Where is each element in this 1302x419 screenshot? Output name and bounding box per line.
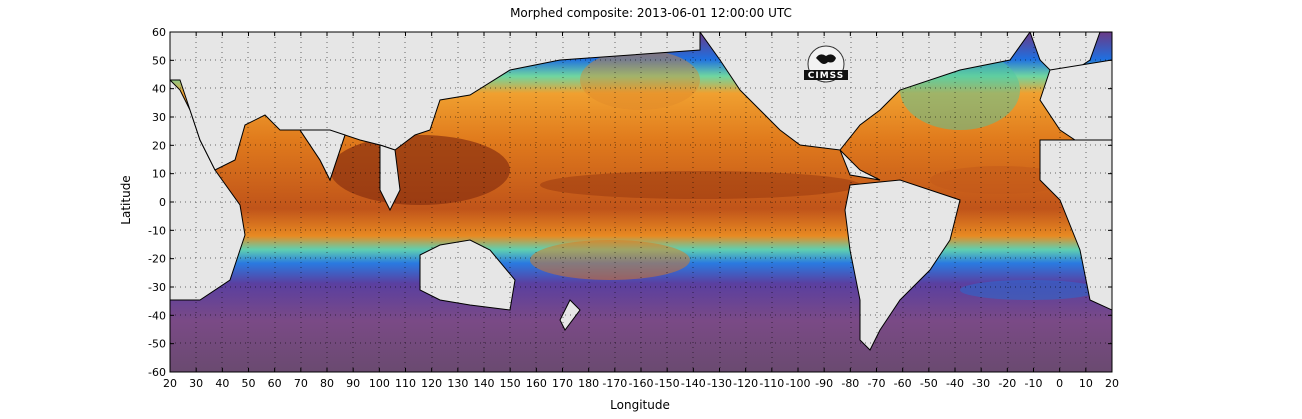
- plot-area: [170, 32, 1112, 372]
- y-tick-label: 0: [159, 196, 166, 209]
- x-tick-label: 70: [294, 377, 308, 390]
- x-tick-label: 150: [500, 377, 521, 390]
- y-tick-label: -10: [148, 224, 166, 237]
- x-tick-label: -60: [894, 377, 912, 390]
- y-tick-label: 50: [152, 54, 166, 67]
- north-america: [699, 32, 1031, 151]
- x-tick-label: 60: [268, 377, 282, 390]
- southeast-asia: [379, 144, 401, 212]
- australia: [419, 239, 516, 311]
- x-tick-label: -110: [759, 377, 784, 390]
- south-pacific-band: [530, 240, 690, 280]
- y-tick-label: 30: [152, 111, 166, 124]
- gridlines: [170, 32, 1112, 372]
- y-tick-label: 10: [152, 168, 166, 181]
- africa: [170, 32, 246, 301]
- x-tick-label: -20: [998, 377, 1016, 390]
- y-tick-label: -50: [148, 338, 166, 351]
- x-tick-label: -170: [602, 377, 627, 390]
- y-tick-marks: [170, 31, 1112, 373]
- x-tick-label: 20: [1105, 377, 1119, 390]
- x-tick-label: 130: [447, 377, 468, 390]
- x-tick-label: 100: [369, 377, 390, 390]
- north-pacific-plume: [580, 50, 700, 110]
- map-title: Morphed composite: 2013-06-01 12:00:00 U…: [510, 6, 792, 20]
- x-tick-label: -130: [707, 377, 732, 390]
- x-tick-label: -150: [655, 377, 680, 390]
- x-tick-label: -30: [972, 377, 990, 390]
- x-tick-label: -90: [815, 377, 833, 390]
- warm-pool-moisture: [330, 135, 510, 205]
- y-tick-label: -20: [148, 253, 166, 266]
- x-tick-label: 20: [163, 377, 177, 390]
- x-tick-label: -160: [629, 377, 654, 390]
- x-tick-label: -50: [920, 377, 938, 390]
- y-tick-labels: 60 50 40 30 20 10 0 -10 -20 -30 -40 -50 -60: [148, 26, 166, 379]
- x-tick-label: 30: [189, 377, 203, 390]
- x-tick-label: -40: [946, 377, 964, 390]
- itcz-moisture: [540, 171, 860, 199]
- x-tick-label: -80: [841, 377, 859, 390]
- y-tick-label: -40: [148, 309, 166, 322]
- x-tick-label: 110: [395, 377, 416, 390]
- x-tick-label: -140: [681, 377, 706, 390]
- x-tick-marks: [169, 32, 1113, 372]
- y-axis-label: Latitude: [119, 175, 133, 225]
- logo-text: CIMSS: [808, 71, 844, 81]
- x-tick-label: 160: [526, 377, 547, 390]
- y-tick-label: -60: [148, 366, 166, 379]
- y-tick-label: 60: [152, 26, 166, 39]
- x-tick-label: 40: [215, 377, 229, 390]
- x-axis-label: Longitude: [610, 398, 670, 412]
- x-tick-label: -120: [733, 377, 758, 390]
- west-africa: [1039, 139, 1112, 311]
- south-ocean-blue: [960, 280, 1100, 300]
- x-tick-label: 0: [1056, 377, 1063, 390]
- x-tick-label: 120: [421, 377, 442, 390]
- india: [299, 129, 346, 182]
- south-america: [844, 179, 961, 351]
- y-tick-label: 20: [152, 139, 166, 152]
- cimss-logo: CIMSS: [804, 45, 848, 83]
- x-tick-label: 140: [474, 377, 495, 390]
- x-tick-label: 80: [320, 377, 334, 390]
- y-tick-label: 40: [152, 83, 166, 96]
- x-tick-labels: 20 30 40 50 60 70 80 90 100 110 120 130 140 150 160 170…: [163, 377, 1119, 390]
- x-tick-label: -70: [868, 377, 886, 390]
- x-tick-label: 10: [1079, 377, 1093, 390]
- y-tick-label: -30: [148, 281, 166, 294]
- x-tick-label: -100: [786, 377, 811, 390]
- x-tick-label: 180: [578, 377, 599, 390]
- x-tick-label: 90: [346, 377, 360, 390]
- x-tick-label: 50: [242, 377, 256, 390]
- x-tick-label: 170: [552, 377, 573, 390]
- x-tick-label: -10: [1025, 377, 1043, 390]
